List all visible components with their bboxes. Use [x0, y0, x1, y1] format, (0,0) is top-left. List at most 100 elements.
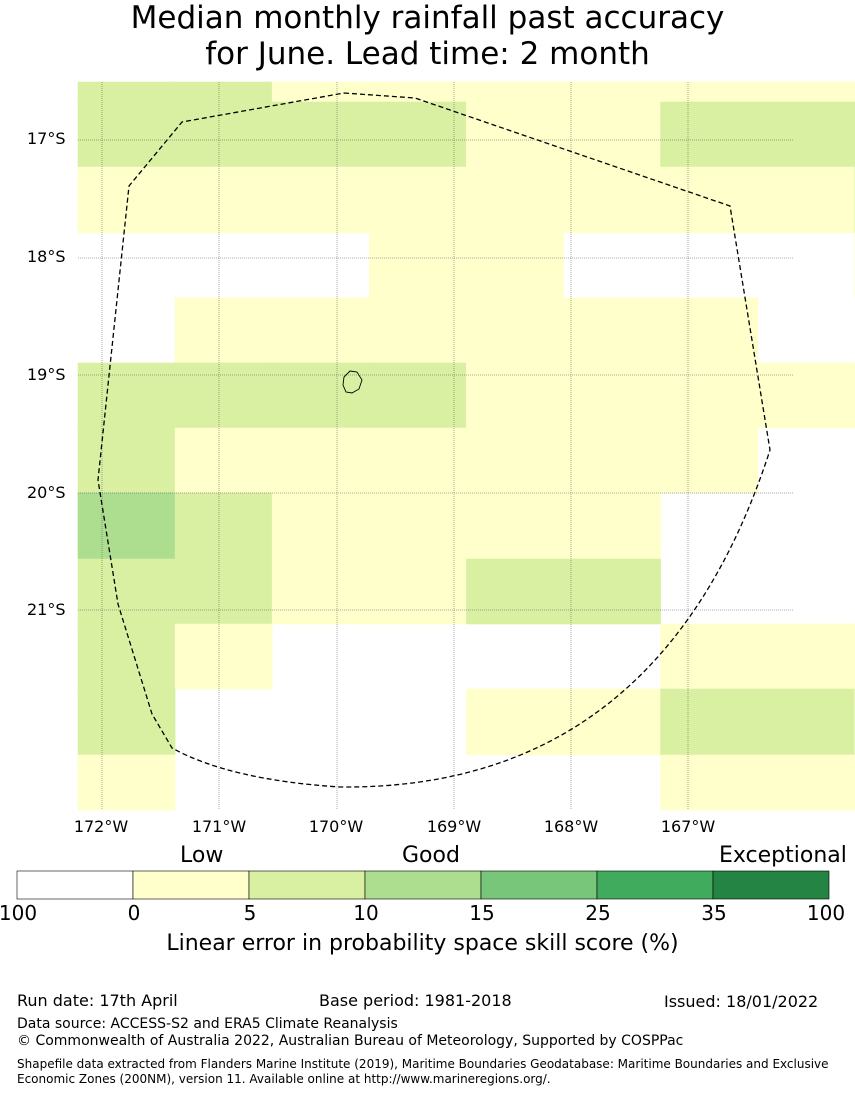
grid-cell [466, 558, 564, 625]
grid-cell [369, 362, 467, 429]
copyright-notice: © Commonwealth of Australia 2022, Austra… [17, 1033, 684, 1049]
grid-cell [77, 754, 176, 811]
grid-cell [563, 81, 661, 103]
grid-cell [660, 362, 758, 429]
grid-cell [660, 427, 758, 494]
grid-cell [174, 427, 273, 494]
grid-cell [271, 166, 370, 234]
shapefile-credit: Shapefile data extracted from Flanders M… [17, 1057, 829, 1086]
grid-cell [757, 754, 855, 811]
grid-cell [757, 688, 855, 756]
grid-cell [174, 362, 273, 429]
grid-cell [466, 166, 564, 234]
grid-cell [77, 101, 176, 168]
grid-cell [271, 558, 370, 625]
grid-cell [660, 623, 758, 690]
colorbar-swatch [16, 870, 134, 900]
grid-cell [563, 688, 661, 756]
grid-cell [271, 297, 370, 364]
grid-cell [271, 362, 370, 429]
lon-label: 171°W [191, 817, 247, 836]
grid-cell [77, 81, 176, 103]
lon-label: 170°W [308, 817, 364, 836]
grid-cell [271, 101, 370, 168]
grid-cell [466, 101, 564, 168]
grid-cell [369, 101, 467, 168]
grid-cell [660, 754, 758, 811]
eez-boundary [97, 92, 771, 788]
lat-label: 21°S [27, 600, 66, 619]
grid-cell [369, 492, 467, 560]
grid-cell [369, 166, 467, 234]
category-label-low: Low [180, 843, 224, 868]
lat-label: 18°S [27, 247, 66, 266]
map-title-line-1: Median monthly rainfall past accuracy [130, 0, 725, 36]
grid-cell [563, 492, 661, 560]
grid-cell [563, 362, 661, 429]
grid-cell [369, 427, 467, 494]
grid-cell [77, 558, 176, 625]
grid-cell [77, 492, 176, 560]
lon-label: 169°W [426, 817, 482, 836]
grid-cell [466, 492, 564, 560]
colorbar-tick: 10 [353, 901, 379, 925]
lon-label: 172°W [73, 817, 129, 836]
colorbar-tick: 25 [585, 901, 611, 925]
data-source: Data source: ACCESS-S2 and ERA5 Climate … [17, 1016, 398, 1032]
grid-cell [271, 427, 370, 494]
grid-cell [369, 81, 467, 103]
colorbar-swatch [248, 870, 366, 900]
colorbar-tick: 35 [701, 901, 727, 925]
grid-cell [466, 362, 564, 429]
lon-label: 168°W [543, 817, 599, 836]
grid-cell [369, 297, 467, 364]
colorbar-tick: 0 [127, 901, 141, 925]
grid-cell [660, 101, 758, 168]
grid-cell [174, 166, 273, 234]
grid-cell [466, 232, 564, 299]
colorbar-tick: 15 [469, 901, 495, 925]
colorbar-tick: 100 [806, 901, 846, 925]
grid-cell [77, 362, 176, 429]
issued-date: Issued: 18/01/2022 [664, 992, 819, 1011]
grid-cell [174, 81, 273, 103]
colorbar-swatch [132, 870, 250, 900]
grid-cell [563, 297, 661, 364]
lon-label: 167°W [660, 817, 716, 836]
grid-cell [660, 81, 758, 103]
grid-cell [369, 558, 467, 625]
category-label-good: Good [402, 843, 460, 868]
lat-label: 17°S [27, 129, 66, 148]
lat-label: 19°S [27, 365, 66, 384]
grid-cell [174, 558, 273, 625]
grid-cell [174, 623, 273, 690]
grid-cell [77, 427, 176, 494]
grid-cell [174, 297, 273, 364]
grid-cell [271, 492, 370, 560]
grid-cell [77, 623, 176, 690]
grid-cell [660, 297, 758, 364]
grid-cell [563, 166, 661, 234]
grid-cell [660, 166, 758, 234]
grid-cell [563, 101, 661, 168]
grid-cell [466, 81, 564, 103]
grid-cell [466, 688, 564, 756]
grid-cell [369, 232, 467, 299]
colorbar-swatch [364, 870, 482, 900]
grid-cell [271, 81, 370, 103]
grid-cell [77, 688, 176, 756]
grid-cell [563, 558, 661, 625]
colorbar-title: Linear error in probability space skill … [166, 931, 679, 956]
grid-cell [660, 688, 758, 756]
run-date: Run date: 17th April [17, 991, 178, 1010]
lat-label: 20°S [27, 483, 66, 502]
skill-score-grid [77, 81, 855, 811]
colorbar-swatch [712, 870, 830, 900]
grid-cell [77, 166, 176, 234]
grid-cell [757, 362, 855, 429]
grid-cell [174, 492, 273, 560]
grid-cell [563, 427, 661, 494]
category-label-exceptional: Exceptional [719, 843, 847, 868]
grid-cell [174, 101, 273, 168]
colorbar-tick: 5 [243, 901, 257, 925]
